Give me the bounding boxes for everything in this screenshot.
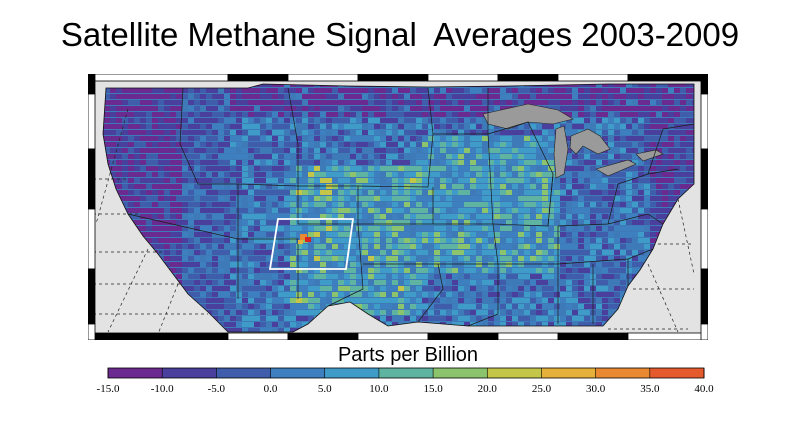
colorbar-tick-label: -15.0 [97,383,120,395]
colorbar-tick-label: -10.0 [151,383,174,395]
frame-segment [287,332,359,340]
frame-segment [287,74,359,82]
colorbar-swatch [378,368,434,378]
frame-segment [88,208,96,270]
frame-segment [557,74,629,82]
frame-segment [88,74,96,95]
map-frame [88,74,708,340]
frame-segment [700,93,708,150]
land-signal [103,84,694,332]
colorbar-swatch [433,368,488,378]
colorbar-swatches [107,367,705,379]
colorbar-tick-label: 15.0 [423,383,443,395]
colorbar-swatch [541,368,597,378]
colorbar: -15.0 -10.0 -5.0 0.0 5.0 10.0 15.0 20.0 25.0 30.0… [97,367,714,395]
frame-segment [227,332,289,340]
state-borders [127,87,695,327]
frame-segment [427,332,499,340]
frame-segment [88,148,96,210]
coastline [102,83,695,333]
frame-segment [700,268,708,325]
graticule-lines [93,108,695,335]
colorbar-swatch [270,368,326,378]
frame-segment [227,74,289,82]
frame-segment [497,74,559,82]
highlight-box [268,218,355,270]
methane-map [88,74,708,340]
frame-segment [700,74,708,95]
frame-segment [357,74,429,82]
frame-segment [497,332,559,340]
frame-segment [700,208,708,270]
great-lakes [482,103,664,179]
frame-segment [88,268,96,325]
colorbar-swatch [595,368,651,378]
colorbar-tick-label: 40.0 [694,383,714,395]
frame-segment [700,148,708,210]
frame-segment [627,74,708,82]
colorbar-tick-label: 25.0 [532,383,552,395]
chart-title: Satellite Methane Signal Averages 2003-2… [60,16,740,53]
colorbar-swatch [162,368,217,378]
frame-segment [427,74,499,82]
colorbar-swatch [649,368,705,378]
frame-segment [557,332,629,340]
frame-segment [88,332,229,340]
frame-segment [627,332,708,340]
colorbar-tick-label: 20.0 [478,383,498,395]
colorbar-tick-label: -5.0 [208,383,226,395]
colorbar-tick-label: 35.0 [640,383,660,395]
colorbar-swatch [487,368,542,378]
colorbar-swatch [108,368,163,378]
frame-segment [700,323,708,340]
colorbar-label: Parts per Billion [337,344,479,366]
colorbar-tick-label: 10.0 [369,383,389,395]
colorbar-tick-label: 0.0 [264,383,278,395]
colorbar-tick-label: 30.0 [586,383,606,395]
colorbar-swatch [216,368,272,378]
frame-segment [88,93,96,150]
hotspot-marker [298,234,311,244]
frame-segment [88,323,96,340]
colorbar-ticks: -15.0 -10.0 -5.0 0.0 5.0 10.0 15.0 20.0 25.0 30.0… [97,368,714,395]
colorbar-swatch [324,368,380,378]
colorbar-tick-label: 5.0 [318,383,332,395]
frame-segment [357,332,429,340]
frame-segment [88,74,229,82]
